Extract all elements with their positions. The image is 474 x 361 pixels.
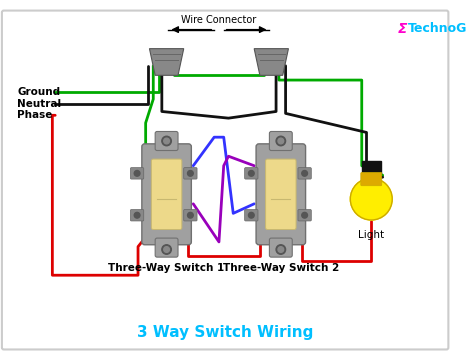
FancyBboxPatch shape: [361, 173, 382, 186]
Text: Three-Way Switch 2: Three-Way Switch 2: [223, 263, 339, 273]
Text: Phase: Phase: [17, 110, 53, 120]
Circle shape: [164, 138, 169, 144]
FancyBboxPatch shape: [155, 238, 178, 257]
Circle shape: [164, 247, 169, 252]
Text: Light: Light: [358, 230, 384, 240]
FancyBboxPatch shape: [362, 161, 381, 174]
FancyBboxPatch shape: [245, 168, 258, 179]
Text: Three-Way Switch 1: Three-Way Switch 1: [109, 263, 225, 273]
Circle shape: [188, 212, 193, 218]
Circle shape: [162, 136, 172, 146]
Circle shape: [302, 212, 308, 218]
FancyBboxPatch shape: [184, 209, 197, 221]
FancyBboxPatch shape: [2, 10, 448, 349]
Text: Ground: Ground: [17, 87, 60, 97]
FancyBboxPatch shape: [298, 209, 311, 221]
Circle shape: [162, 245, 172, 254]
Polygon shape: [149, 49, 184, 75]
FancyBboxPatch shape: [130, 168, 144, 179]
Circle shape: [278, 138, 283, 144]
FancyBboxPatch shape: [184, 168, 197, 179]
FancyBboxPatch shape: [151, 159, 182, 230]
Text: Σ: Σ: [398, 22, 408, 36]
Circle shape: [302, 170, 308, 176]
FancyBboxPatch shape: [298, 168, 311, 179]
Circle shape: [278, 247, 283, 252]
Circle shape: [350, 178, 392, 220]
Circle shape: [134, 212, 140, 218]
Text: TechnoG: TechnoG: [408, 22, 467, 35]
Text: 3 Way Switch Wiring: 3 Way Switch Wiring: [137, 325, 314, 340]
FancyBboxPatch shape: [155, 131, 178, 151]
Circle shape: [163, 171, 170, 179]
FancyBboxPatch shape: [130, 209, 144, 221]
Circle shape: [188, 170, 193, 176]
Circle shape: [248, 170, 254, 176]
Circle shape: [248, 212, 254, 218]
Text: Wire Connector: Wire Connector: [182, 15, 256, 25]
FancyBboxPatch shape: [142, 144, 191, 245]
Text: Neutral: Neutral: [17, 99, 61, 109]
FancyBboxPatch shape: [256, 144, 306, 245]
FancyBboxPatch shape: [245, 209, 258, 221]
Circle shape: [276, 136, 286, 146]
Circle shape: [277, 171, 284, 179]
Circle shape: [134, 170, 140, 176]
FancyBboxPatch shape: [269, 238, 292, 257]
Polygon shape: [254, 49, 289, 75]
FancyBboxPatch shape: [265, 159, 296, 230]
FancyBboxPatch shape: [269, 131, 292, 151]
Circle shape: [276, 245, 286, 254]
